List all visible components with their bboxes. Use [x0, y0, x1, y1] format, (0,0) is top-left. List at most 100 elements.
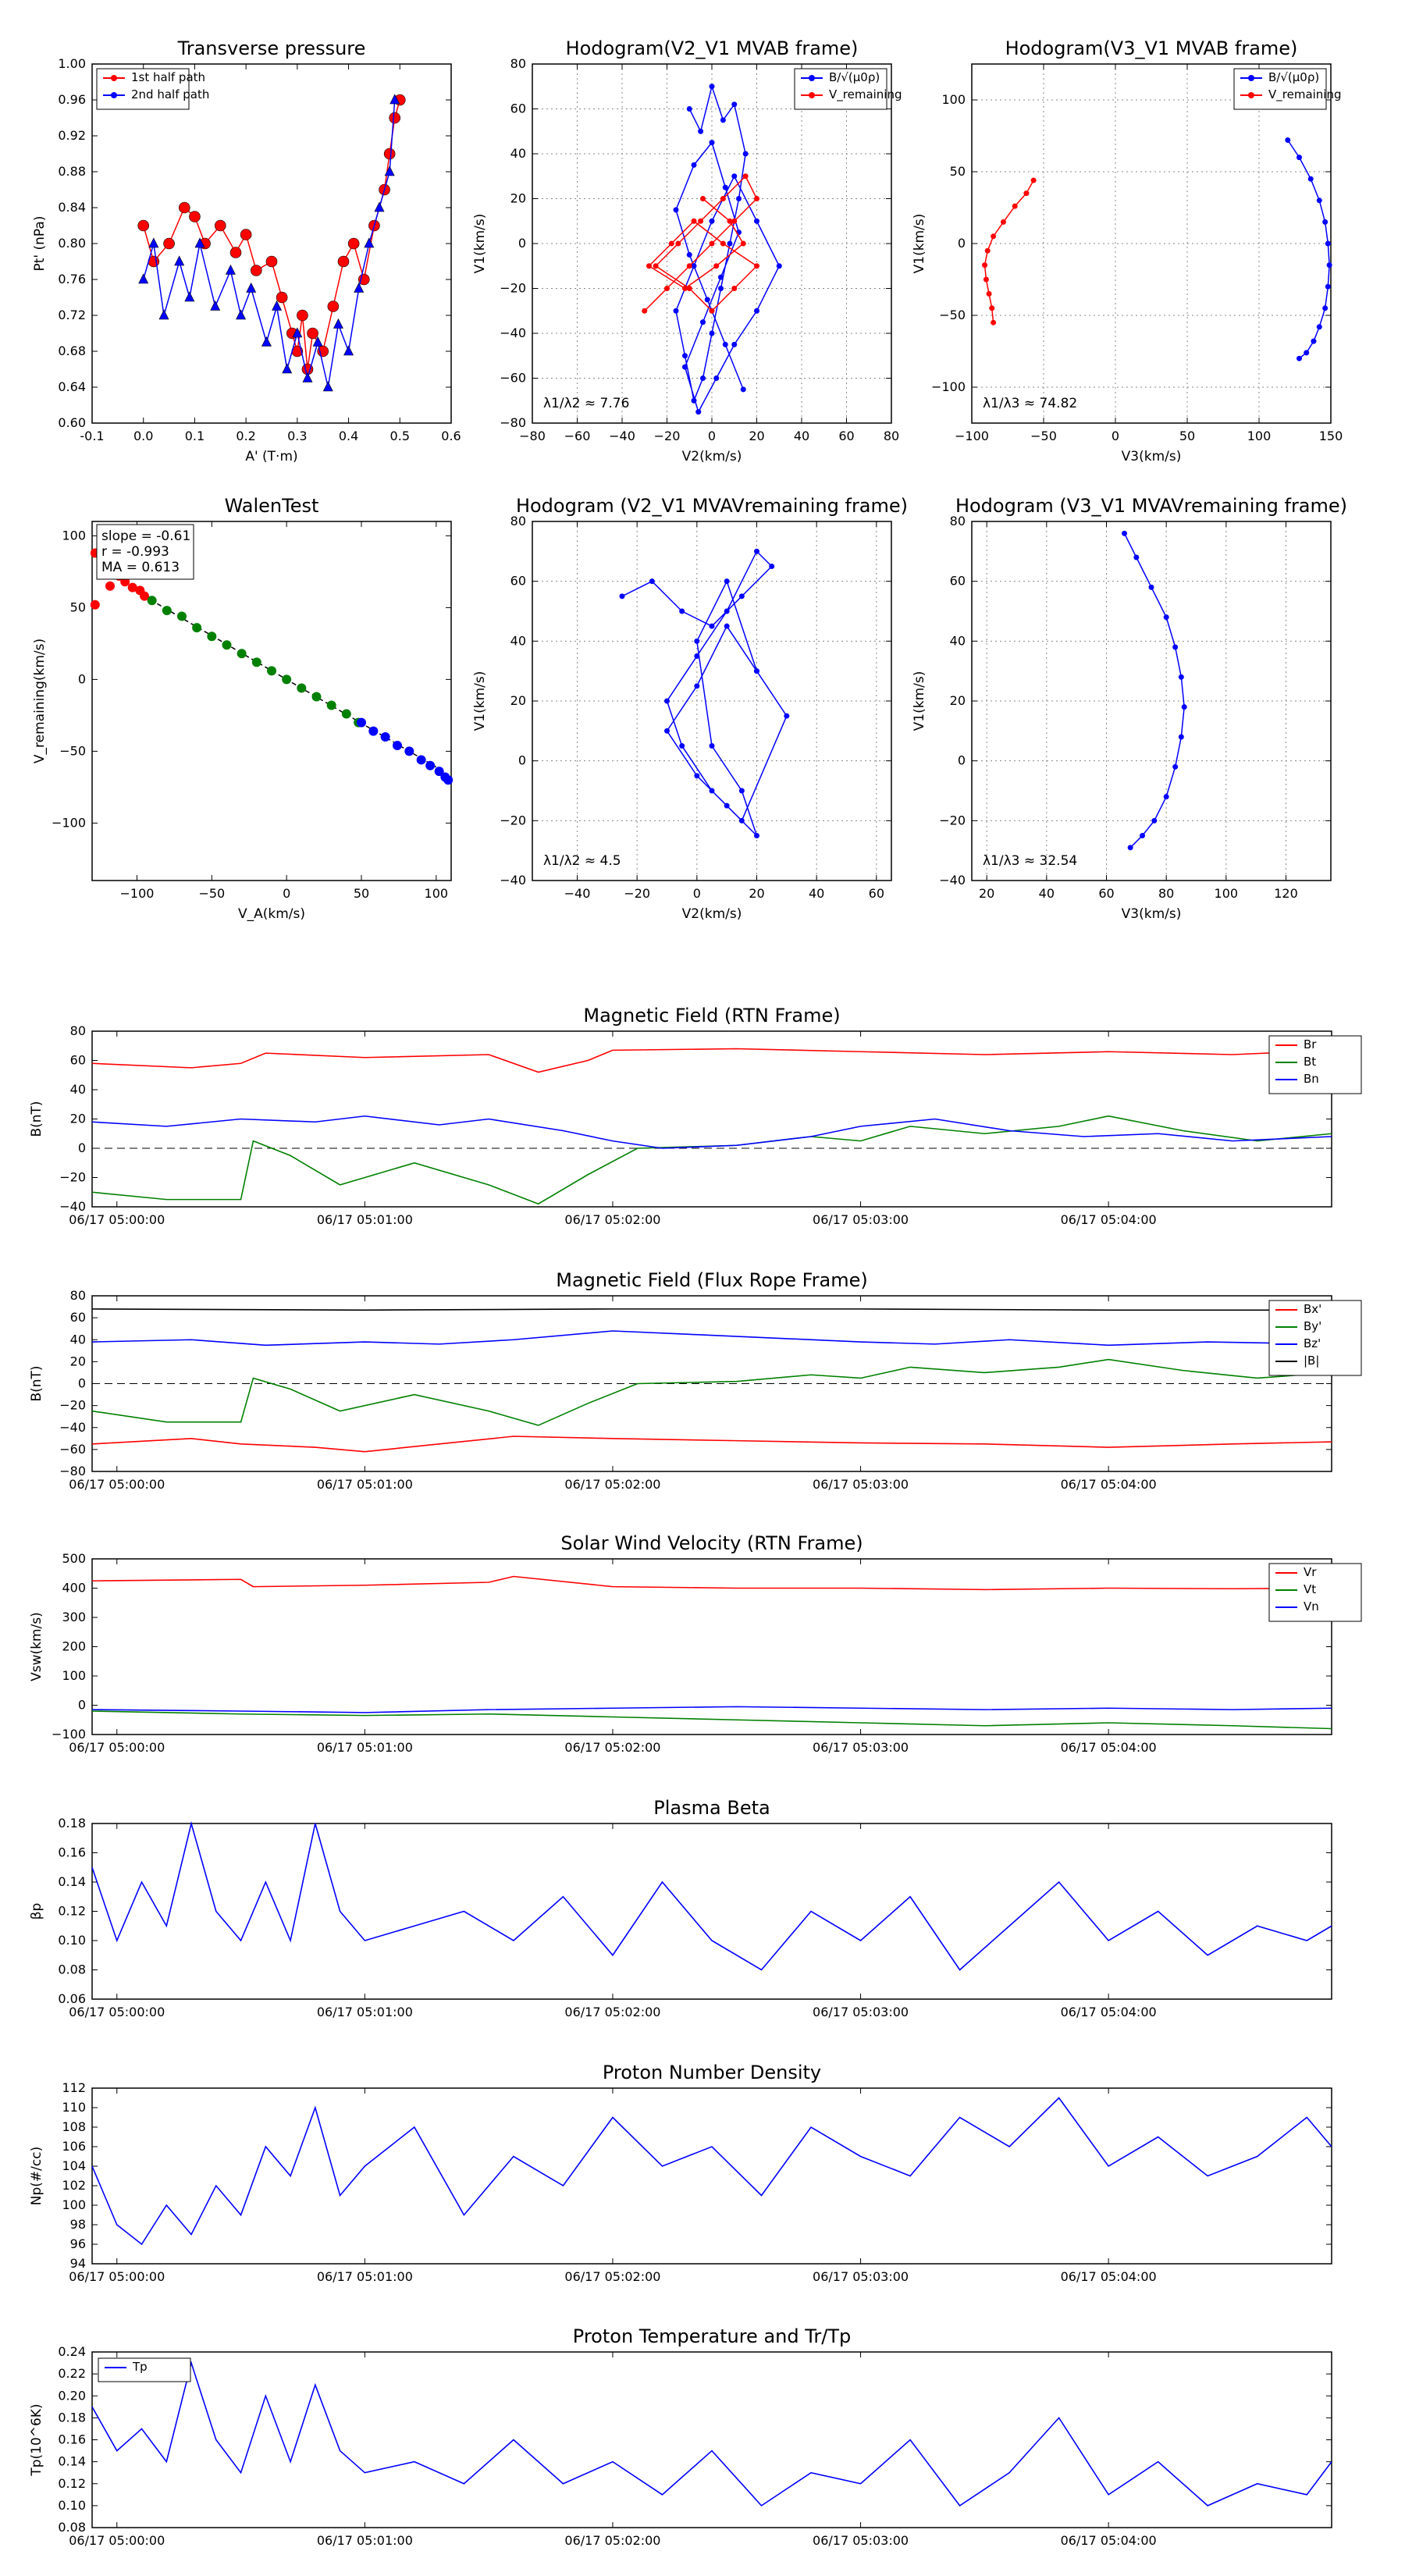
x-tick-label: 100	[1247, 429, 1272, 443]
data-point	[229, 247, 242, 258]
x-tick-label: 06/17 05:02:00	[564, 2269, 660, 2284]
y-tick-label: 0	[518, 753, 526, 768]
data-point	[709, 140, 715, 146]
annotation: λ1/λ2 ≈ 4.5	[543, 853, 621, 869]
data-point	[1122, 530, 1127, 536]
y-tick-label: 200	[62, 1639, 86, 1654]
y-axis-label: Np(#/cc)	[29, 2147, 44, 2205]
series-line-1	[91, 1710, 1332, 1730]
data-point	[679, 608, 685, 614]
data-point	[738, 593, 745, 600]
data-point	[731, 173, 738, 180]
x-tick-label: 06/17 05:00:00	[69, 2269, 165, 2284]
plot-frame	[91, 2351, 1332, 2528]
data-point	[162, 606, 172, 616]
data-point	[709, 788, 715, 794]
y-tick-label: 400	[62, 1581, 86, 1596]
legend-box	[794, 68, 887, 110]
legend-label: Br	[1304, 1037, 1317, 1051]
y-tick-label: 0.24	[58, 2344, 86, 2359]
data-point	[664, 286, 670, 291]
data-point	[90, 600, 100, 610]
data-point	[1012, 203, 1018, 209]
x-tick-label: 06/17 05:04:00	[1061, 2269, 1157, 2284]
y-tick-label: −40	[500, 873, 526, 888]
chart-walen: −100 −50 0 50 100 −100 −50 0 50 100 WalenTest V_A(k…	[32, 495, 454, 922]
y-tick-label: 0.64	[58, 379, 86, 394]
data-point	[718, 286, 724, 291]
x-tick-label: 06/17 05:04:00	[1061, 1212, 1157, 1227]
data-point	[695, 409, 702, 415]
legend-label: V_remaining	[1268, 87, 1342, 102]
data-point	[646, 263, 652, 269]
data-point	[738, 817, 745, 824]
series-line-0	[91, 1436, 1332, 1453]
data-point	[742, 151, 749, 157]
x-tick-label: 06/17 05:02:00	[564, 2005, 660, 2019]
x-tick-label: 0	[283, 886, 290, 901]
series-line-0	[621, 550, 788, 837]
legend-label: Bt	[1304, 1055, 1316, 1069]
data-point	[731, 286, 738, 291]
series-line-1	[644, 175, 758, 312]
y-tick-label: 80	[70, 1288, 86, 1303]
data-point	[713, 263, 720, 269]
data-point	[754, 218, 759, 224]
x-tick-label: −50	[198, 886, 225, 901]
y-tick-label: 110	[62, 2100, 86, 2115]
y-tick-label: 40	[70, 1082, 86, 1097]
data-point	[731, 218, 738, 224]
chart-pt: -0.1 0.0 0.1 0.2 0.3 0.4 0.5 0.6 0.60 0.64 0.68 0.7…	[32, 37, 461, 464]
y-tick-label: −60	[500, 371, 526, 386]
y-tick-label: 102	[62, 2178, 86, 2193]
x-axis-label: V3(km/s)	[1122, 906, 1182, 922]
data-point	[1172, 763, 1179, 770]
data-point	[1322, 219, 1329, 225]
data-point	[425, 760, 436, 770]
data-point	[713, 375, 720, 381]
y-tick-label: −50	[59, 743, 86, 758]
data-point	[443, 775, 454, 785]
y-tick-label: 0	[78, 1698, 86, 1713]
y-tick-label: 0.12	[58, 1904, 86, 1919]
chart-title: Magnetic Field (Flux Rope Frame)	[556, 1269, 867, 1291]
data-point	[297, 683, 307, 693]
plot-frame	[532, 521, 892, 881]
data-point	[322, 381, 333, 392]
y-tick-label: 0.10	[58, 2498, 86, 2513]
plot-frame	[91, 1823, 1332, 2000]
x-tick-label: 06/17 05:02:00	[564, 1212, 660, 1227]
plot-frame	[91, 2087, 1332, 2265]
data-point	[709, 218, 715, 224]
x-tick-label: 06/17 05:04:00	[1061, 1477, 1157, 1492]
y-tick-label: 96	[70, 2236, 86, 2251]
annotation: λ1/λ3 ≈ 74.82	[983, 396, 1077, 411]
data-point	[251, 657, 261, 667]
chart-title: Proton Number Density	[603, 2062, 821, 2083]
data-point	[192, 623, 202, 633]
chart-title: Solar Wind Velocity (RTN Frame)	[560, 1532, 863, 1554]
x-tick-label: 06/17 05:03:00	[813, 1212, 909, 1227]
x-tick-label: 120	[1274, 886, 1298, 901]
series-line-0	[1287, 140, 1330, 359]
data-point	[276, 291, 288, 304]
plot-frame	[91, 521, 452, 881]
x-tick-label: 06/17 05:01:00	[317, 2533, 413, 2548]
data-point	[754, 308, 759, 314]
chart-vsw: 06/17 05:00:00 06/17 05:01:00 06/17 05:02:…	[29, 1532, 1362, 1755]
y-tick-label: −80	[500, 415, 526, 430]
legend-label: Vt	[1304, 1582, 1316, 1596]
data-point	[1023, 190, 1030, 197]
data-point	[138, 273, 149, 284]
plot-frame	[971, 63, 1332, 424]
data-point	[694, 638, 700, 644]
data-point	[210, 300, 221, 311]
legend-label: |B|	[1304, 1354, 1319, 1368]
y-tick-label: 0.96	[58, 92, 86, 107]
y-tick-label: 0.60	[58, 415, 86, 430]
data-point	[354, 282, 365, 293]
x-tick-label: 06/17 05:03:00	[813, 1477, 909, 1492]
x-tick-label: 0.2	[236, 429, 255, 443]
series-line-1	[91, 1115, 1332, 1205]
